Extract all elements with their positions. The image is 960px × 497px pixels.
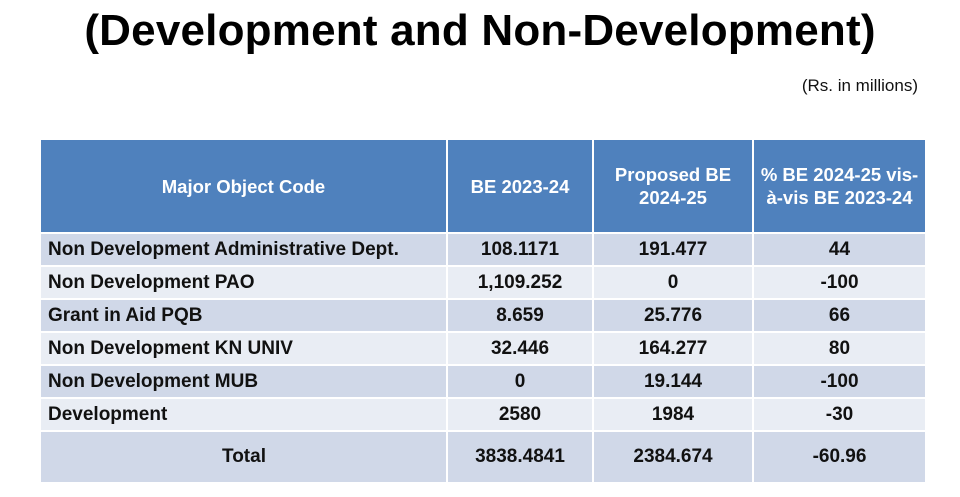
row-label: Non Development KN UNIV bbox=[41, 331, 448, 365]
cell-be-2023-24: 1,109.252 bbox=[447, 265, 594, 299]
cell-percent: -100 bbox=[753, 364, 925, 398]
total-be-2023-24: 3838.4841 bbox=[447, 430, 594, 482]
row-label: Development bbox=[41, 397, 448, 431]
table-row: Non Development PAO 1,109.252 0 -100 bbox=[41, 265, 925, 299]
table-row: Non Development MUB 0 19.144 -100 bbox=[41, 364, 925, 398]
cell-percent: -30 bbox=[753, 397, 925, 431]
cell-percent: 66 bbox=[753, 298, 925, 332]
cell-proposed-be: 25.776 bbox=[593, 298, 754, 332]
total-proposed-be: 2384.674 bbox=[593, 430, 754, 482]
page-title: (Development and Non-Development) bbox=[84, 6, 876, 55]
row-label: Non Development PAO bbox=[41, 265, 448, 299]
row-label: Grant in Aid PQB bbox=[41, 298, 448, 332]
cell-percent: -100 bbox=[753, 265, 925, 299]
cell-proposed-be: 1984 bbox=[593, 397, 754, 431]
header-percent-change: % BE 2024-25 vis-à-vis BE 2023-24 bbox=[753, 140, 925, 233]
cell-be-2023-24: 108.1171 bbox=[447, 232, 594, 266]
table-row: Non Development KN UNIV 32.446 164.277 8… bbox=[41, 331, 925, 365]
cell-proposed-be: 19.144 bbox=[593, 364, 754, 398]
cell-be-2023-24: 32.446 bbox=[447, 331, 594, 365]
cell-proposed-be: 191.477 bbox=[593, 232, 754, 266]
cell-be-2023-24: 2580 bbox=[447, 397, 594, 431]
header-proposed-be-2024-25: Proposed BE 2024-25 bbox=[593, 140, 754, 233]
cell-percent: 44 bbox=[753, 232, 925, 266]
cell-be-2023-24: 8.659 bbox=[447, 298, 594, 332]
table-row: Grant in Aid PQB 8.659 25.776 66 bbox=[41, 298, 925, 332]
table-row: Development 2580 1984 -30 bbox=[41, 397, 925, 431]
units-note: (Rs. in millions) bbox=[801, 76, 918, 95]
table-row: Non Development Administrative Dept. 108… bbox=[41, 232, 925, 266]
cell-percent: 80 bbox=[753, 331, 925, 365]
budget-table: Major Object Code BE 2023-24 Proposed BE… bbox=[41, 140, 925, 482]
cell-proposed-be: 164.277 bbox=[593, 331, 754, 365]
cell-proposed-be: 0 bbox=[593, 265, 754, 299]
row-label: Non Development Administrative Dept. bbox=[41, 232, 448, 266]
header-major-object-code: Major Object Code bbox=[41, 140, 448, 233]
cell-be-2023-24: 0 bbox=[447, 364, 594, 398]
total-percent: -60.96 bbox=[753, 430, 925, 482]
table-header-row: Major Object Code BE 2023-24 Proposed BE… bbox=[41, 140, 925, 233]
total-row: Total 3838.4841 2384.674 -60.96 bbox=[41, 430, 925, 482]
total-label: Total bbox=[41, 430, 448, 482]
header-be-2023-24: BE 2023-24 bbox=[447, 140, 594, 233]
row-label: Non Development MUB bbox=[41, 364, 448, 398]
